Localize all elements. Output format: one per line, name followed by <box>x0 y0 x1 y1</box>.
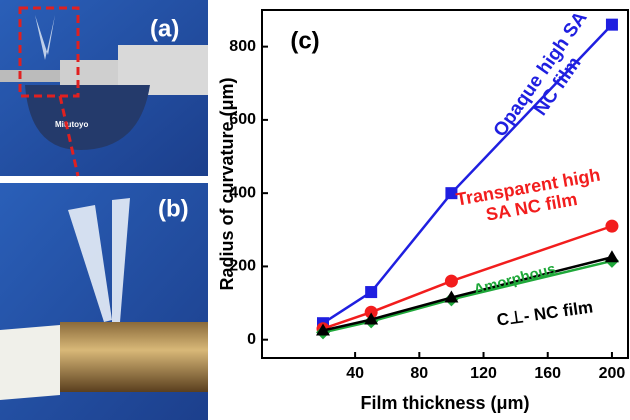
y-tick-label: 800 <box>229 38 256 55</box>
series-line <box>322 256 613 332</box>
marker <box>604 250 619 263</box>
x-tick-label: 200 <box>599 365 626 382</box>
y-tick-label: 400 <box>229 184 256 201</box>
marker <box>316 323 330 336</box>
y-axis-label: Radius of curvature (μm) <box>217 77 237 290</box>
marker <box>365 286 378 299</box>
frame <box>25 85 150 150</box>
series-line <box>322 23 613 325</box>
marker <box>444 290 459 303</box>
marker <box>364 305 378 319</box>
marker <box>364 312 379 325</box>
zoom-box <box>18 6 80 98</box>
x-tick-label: 160 <box>534 365 561 382</box>
x-tick-label: 80 <box>410 365 428 382</box>
panel-label: (c) <box>290 27 319 54</box>
y-tick-label: 600 <box>229 111 256 128</box>
film <box>68 205 112 322</box>
zoom-arrow <box>58 95 80 177</box>
marker <box>444 274 458 288</box>
panel-label: (a) <box>150 15 179 42</box>
film <box>112 198 130 322</box>
x-axis-label: Film thickness (μm) <box>360 393 529 413</box>
anvil <box>0 70 60 82</box>
x-tick-label: 120 <box>470 365 497 382</box>
series-line <box>322 224 613 330</box>
series-line <box>322 259 613 334</box>
brand: Mitutoyo <box>55 120 88 129</box>
y-tick-label: 0 <box>247 331 256 348</box>
plot-frame <box>261 9 629 359</box>
marker <box>445 187 458 200</box>
anvil <box>0 325 60 400</box>
cylinder <box>60 322 208 392</box>
y-tick-label: 200 <box>229 258 256 275</box>
panel-label: (b) <box>158 195 189 222</box>
marker <box>605 219 619 233</box>
film <box>35 15 55 60</box>
marker <box>605 18 618 31</box>
x-tick-label: 40 <box>346 365 364 382</box>
